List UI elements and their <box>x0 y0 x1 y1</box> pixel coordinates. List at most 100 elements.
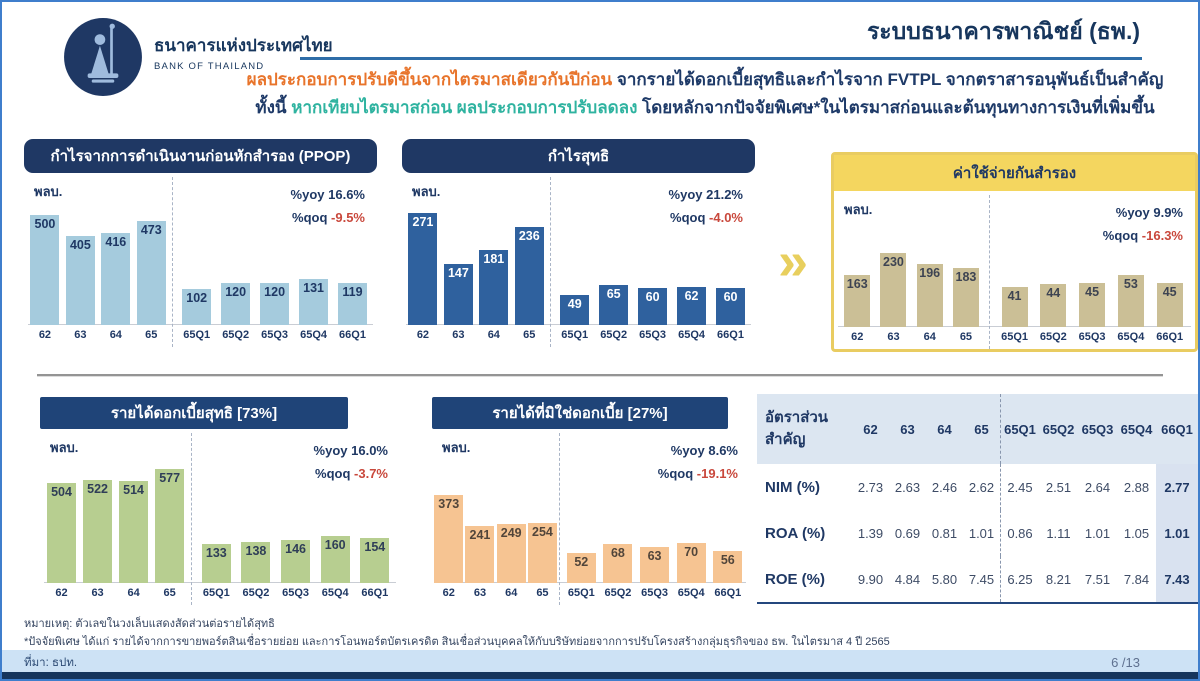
headline-line2-rest: โดยหลักจากปัจจัยพิเศษ*ในไตรมาสก่อนและต้น… <box>637 98 1155 117</box>
group-divider <box>989 195 991 349</box>
bar: 44 <box>1040 284 1067 327</box>
qoq-label: %qoq <box>657 466 694 481</box>
bar-value-label: 133 <box>205 546 227 560</box>
headline: ผลประกอบการปรับดีขึ้นจากไตรมาสเดียวกันปี… <box>232 66 1178 122</box>
headline-line1-highlight: ผลประกอบการปรับดีขึ้นจากไตรมาสเดียวกันปี… <box>246 70 613 89</box>
headline-line2: ทั้งนี้ หากเทียบไตรมาสก่อน ผลประกอบการปร… <box>232 94 1178 122</box>
yoy-value: 9.9% <box>1153 205 1183 220</box>
bar-column: 154 66Q1 <box>360 538 390 605</box>
x-axis-label: 62 <box>851 331 864 343</box>
x-axis-label: 65Q1 <box>1001 331 1028 343</box>
yoy-label: %yoy <box>668 187 703 202</box>
bar-column: 249 64 <box>496 524 526 605</box>
bar-value-label: 68 <box>610 546 625 560</box>
bar-value-label: 147 <box>447 266 469 280</box>
yoy-value: 21.2% <box>706 187 743 202</box>
bar-column: 416 64 <box>101 233 131 347</box>
footer-strip <box>2 672 1198 679</box>
qoq-label: %qoq <box>1102 228 1139 243</box>
qoq-value: -4.0% <box>709 210 743 225</box>
bar: 373 <box>434 495 464 583</box>
bar-value-label: 514 <box>123 483 145 497</box>
x-axis-label: 65 <box>959 331 973 343</box>
bar-column: 45 66Q1 <box>1156 283 1183 349</box>
bar-column: 522 63 <box>83 480 113 605</box>
group-divider <box>191 433 193 605</box>
bar-value-label: 249 <box>500 526 522 540</box>
title-underline <box>300 57 1142 60</box>
table-cell: 2.64 <box>1084 479 1111 495</box>
bar: 45 <box>1156 283 1183 327</box>
x-axis-label: 65Q2 <box>604 587 632 599</box>
headline-line2-highlight: หากเทียบไตรมาสก่อน ผลประกอบการปรับลดลง <box>291 98 638 117</box>
table-cell: 2.62 <box>968 479 995 495</box>
bar: 271 <box>408 213 438 325</box>
table-cell: 6.25 <box>1000 556 1039 602</box>
table-cell: 1.01 <box>1084 525 1111 541</box>
page-title: ระบบธนาคารพาณิชย์ (ธพ.) <box>866 18 1140 44</box>
bar-group: 41 65Q1 44 65Q2 45 65Q3 53 65Q4 45 66Q1 <box>989 275 1195 349</box>
x-axis-label: 64 <box>487 329 500 341</box>
table-cell: 7.51 <box>1084 571 1111 587</box>
bar-column: 60 66Q1 <box>716 288 746 347</box>
qoq-value: -19.1% <box>696 466 738 481</box>
table-cell: 0.86 <box>1000 510 1039 556</box>
x-axis-label: 65Q3 <box>641 587 669 599</box>
chart-ppop: กำไรจากการดำเนินงานก่อนหักสำรอง (PPOP) พ… <box>24 139 377 347</box>
bar-column: 65 65Q2 <box>599 285 629 347</box>
bar-column: 163 62 <box>844 275 871 349</box>
bar: 577 <box>155 469 185 583</box>
bar-value-label: 102 <box>186 291 208 305</box>
bar-value-label: 56 <box>720 553 735 567</box>
bar-column: 473 65 <box>136 221 166 347</box>
x-axis-label: 65Q2 <box>600 329 628 341</box>
org-name-block: ธนาคารแห่งประเทศไทย BANK OF THAILAND <box>154 32 333 72</box>
source-label: ที่มา: ธปท. <box>24 657 78 669</box>
table-col-header: 65Q4 <box>1117 394 1156 464</box>
bar-column: 147 63 <box>443 264 473 347</box>
yoy-value: 16.6% <box>328 187 365 202</box>
growth-metrics: %yoy 8.6% %qoq -19.1% <box>658 439 738 485</box>
x-axis-label: 65Q3 <box>282 587 310 599</box>
org-name-en: BANK OF THAILAND <box>154 61 265 72</box>
x-axis-label: 65Q3 <box>639 329 667 341</box>
table-cell: 7.43 <box>1156 556 1198 602</box>
bar-column: 500 62 <box>30 215 60 347</box>
bar-value-label: 473 <box>140 223 162 237</box>
bar-group: 133 65Q1 138 65Q2 146 65Q3 160 65Q4 154 66Q1 <box>191 536 400 605</box>
table-row-label: ROE (%) <box>765 570 825 588</box>
bar-group: 102 65Q1 120 65Q2 120 65Q3 131 65Q4 119 66Q1 <box>172 279 377 347</box>
bar-value-label: 60 <box>723 290 738 304</box>
bar-value-label: 62 <box>684 289 699 303</box>
table-cell: 8.21 <box>1045 571 1072 587</box>
bar: 65 <box>599 285 629 325</box>
unit-label: พลบ. <box>442 440 471 455</box>
table-cell: 7.45 <box>968 571 995 587</box>
bar: 160 <box>320 536 350 583</box>
growth-metrics: %yoy 16.6% %qoq -9.5% <box>291 183 365 229</box>
chart-provision-box: ค่าใช้จ่ายกันสำรอง พลบ. %yoy 9.9% %qoq -… <box>831 152 1198 352</box>
table-cell: 0.69 <box>894 525 921 541</box>
bar-column: 160 65Q4 <box>320 536 350 605</box>
bar: 70 <box>676 543 706 583</box>
x-axis-label: 66Q1 <box>339 329 366 341</box>
bar-column: 120 65Q2 <box>221 283 251 347</box>
bar-value-label: 45 <box>1162 285 1177 299</box>
bar-value-label: 41 <box>1007 289 1022 303</box>
bar-column: 577 65 <box>155 469 185 605</box>
table-cell: 1.01 <box>968 525 995 541</box>
bar-value-label: 183 <box>955 270 977 284</box>
bot-emblem-icon <box>64 18 142 96</box>
bar-group: 52 65Q1 68 65Q2 63 65Q3 70 65Q4 56 66Q1 <box>559 543 750 605</box>
qoq-value: -3.7% <box>354 466 388 481</box>
x-axis-label: 62 <box>38 329 52 341</box>
qoq-label: %qoq <box>315 466 351 481</box>
x-axis-label: 63 <box>887 331 900 343</box>
chart-provision-plot: พลบ. %yoy 9.9% %qoq -16.3% 163 62 230 63 196… <box>834 191 1195 349</box>
chart-net-profit: กำไรสุทธิ พลบ. %yoy 21.2% %qoq -4.0% 271… <box>402 139 755 347</box>
yoy-label: %yoy <box>290 187 325 202</box>
bar-value-label: 163 <box>846 277 868 291</box>
bar-group: 49 65Q1 65 65Q2 60 65Q3 62 65Q4 60 66Q1 <box>550 285 755 347</box>
bar: 60 <box>638 288 668 325</box>
